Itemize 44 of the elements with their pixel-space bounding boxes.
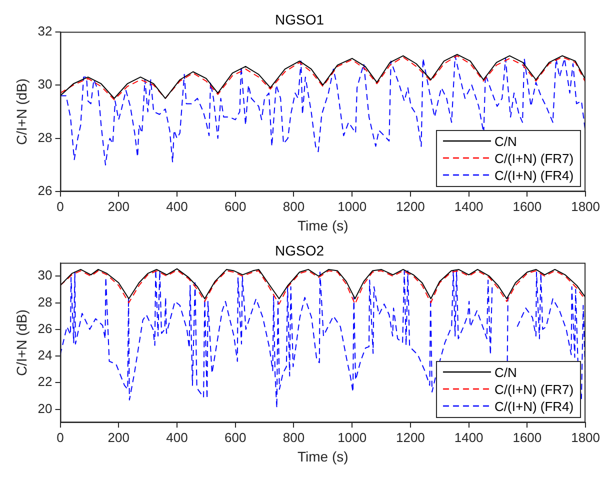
legend-label: C/(I+N) (FR7) xyxy=(494,150,574,167)
legend-label: C/N xyxy=(494,364,517,381)
legend-label: C/(I+N) (FR4) xyxy=(494,166,574,184)
x-tick-label: 1200 xyxy=(396,198,425,214)
y-tick-label: 26 xyxy=(38,320,52,336)
y-tick-label: 24 xyxy=(38,348,52,363)
y-tick-label: 22 xyxy=(38,374,52,390)
y-tick-label: 32 xyxy=(38,23,52,38)
x-tick-label: 0 xyxy=(56,430,64,445)
y-tick-label: 30 xyxy=(38,76,52,92)
legend-label: C/(I+N) (FR4) xyxy=(494,398,574,415)
x-tick-label: 1000 xyxy=(338,430,367,445)
x-tick-label: 1600 xyxy=(512,430,542,445)
x-tick-label: 600 xyxy=(224,198,246,214)
x-tick-label: 800 xyxy=(282,430,305,445)
x-axis-title: Time (s) xyxy=(297,448,348,464)
x-tick-label: 1800 xyxy=(571,198,600,214)
x-tick-label: 600 xyxy=(224,430,246,445)
x-tick-label: 1200 xyxy=(396,430,425,445)
y-tick-label: 28 xyxy=(38,130,52,145)
x-axis-title: Time (s) xyxy=(297,217,348,234)
legend-label: C/N xyxy=(494,132,517,150)
x-tick-label: 800 xyxy=(282,198,305,214)
x-tick-label: 200 xyxy=(108,430,130,445)
y-axis-title: C/I+N (dB) xyxy=(13,309,30,376)
x-tick-label: 400 xyxy=(166,198,188,214)
x-tick-label: 200 xyxy=(108,198,130,214)
x-tick-label: 1400 xyxy=(454,198,484,214)
x-tick-label: 1000 xyxy=(338,198,367,214)
chart-title: NGSO1 xyxy=(274,11,324,28)
x-tick-label: 400 xyxy=(166,430,188,445)
y-tick-label: 26 xyxy=(38,183,52,198)
y-tick-label: 20 xyxy=(38,400,52,416)
legend-label: C/(I+N) (FR7) xyxy=(494,380,574,398)
x-tick-label: 1400 xyxy=(454,430,484,445)
line-series xyxy=(60,270,586,305)
y-axis-title: C/I+N (dB) xyxy=(13,78,30,145)
x-tick-label: 0 xyxy=(56,198,64,214)
x-tick-label: 1600 xyxy=(512,198,542,214)
x-tick-label: 1800 xyxy=(571,430,600,445)
y-tick-label: 28 xyxy=(38,294,52,310)
chart-title: NGSO2 xyxy=(274,242,324,258)
line-series xyxy=(60,55,586,166)
y-tick-label: 30 xyxy=(38,268,52,283)
